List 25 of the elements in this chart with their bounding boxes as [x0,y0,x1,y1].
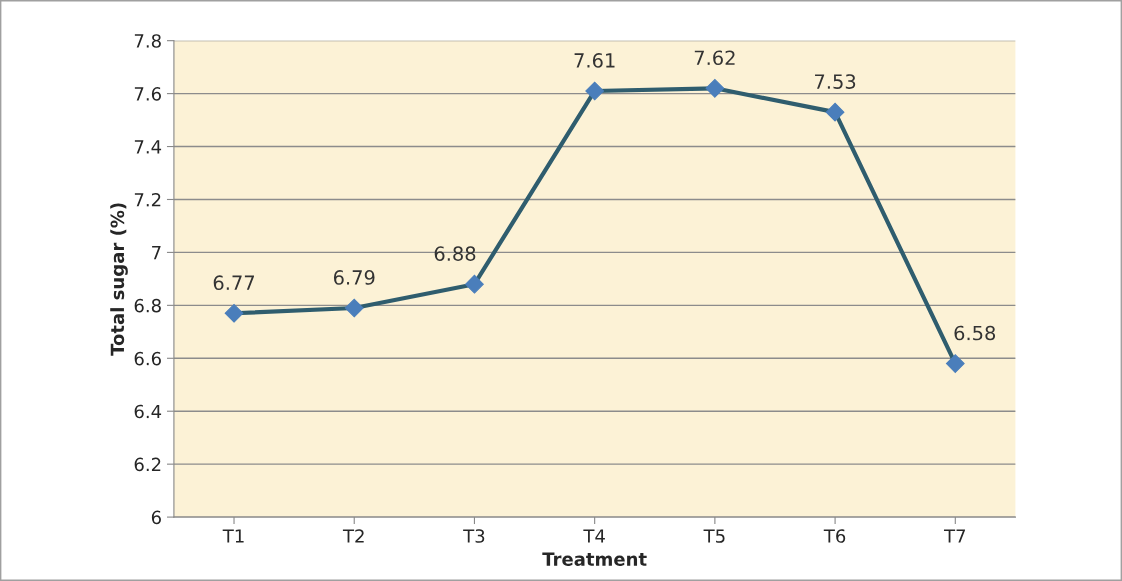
y-tick-label: 7 [152,246,161,260]
data-label: 7.53 [815,74,856,89]
y-tick-label: 6.4 [134,404,162,419]
x-tick-label: T1 [222,529,244,543]
x-tick-label: T4 [583,529,605,543]
y-tick-label: 7.4 [134,140,162,154]
y-tick-label: 7.8 [134,34,161,48]
y-tick-label: 6.8 [134,298,161,313]
data-label: 6.58 [954,325,996,341]
data-label: 7.62 [694,50,735,66]
y-tick-label: 6.6 [134,351,161,366]
y-tick-label: 6.2 [134,457,161,472]
x-tick-label: T5 [703,529,725,543]
data-label: 6.79 [333,270,375,285]
x-tick-label: T7 [943,529,966,543]
y-tick-label: 7.2 [134,192,161,207]
y-axis-title: Total sugar (%) [110,203,128,356]
y-tick-label: 7.6 [134,87,161,101]
data-label: 7.61 [574,53,615,68]
y-tick-label: 6 [151,510,161,525]
data-label: 6.77 [213,275,254,291]
x-tick-label: T6 [823,529,846,543]
x-tick-label: T3 [463,529,485,543]
x-axis-title: Treatment [542,552,647,566]
x-tick-label: T2 [342,529,364,543]
